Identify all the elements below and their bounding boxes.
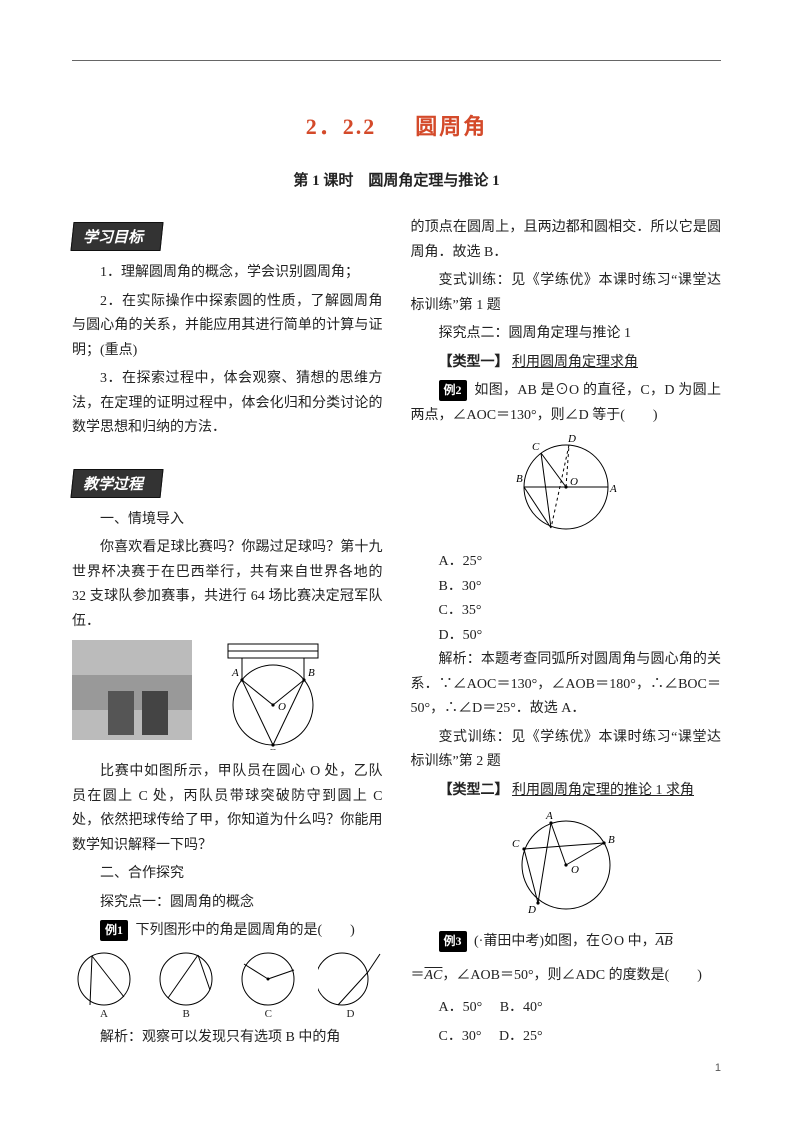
explore-1: 探究点一：圆周角的概念 <box>72 891 383 916</box>
example-3: 例3 (·莆田中考)如图，在⊙O 中，AB <box>411 930 722 955</box>
svg-text:O: O <box>570 476 578 488</box>
svg-text:D: D <box>567 433 576 445</box>
svg-text:C: C <box>532 441 540 453</box>
opt-2d: D．50° <box>411 624 722 649</box>
svg-text:D: D <box>527 904 536 916</box>
opt-3d: D．25° <box>499 1029 543 1044</box>
example-2-label: 例2 <box>439 380 467 401</box>
left-column: 学习目标 1．理解圆周角的概念，学会识别圆周角； 2．在实际操作中探索圆的性质，… <box>72 216 383 1054</box>
goal-1: 1．理解圆周角的概念，学会识别圆周角； <box>72 261 383 286</box>
section-title: 2．2.2 圆周角 <box>72 109 721 141</box>
arc-ab: AB <box>656 934 673 949</box>
option-b-label: B <box>154 1008 218 1020</box>
type-2-label: 【类型二】 <box>439 783 509 798</box>
goal-3: 3．在探索过程中，体会观察、猜想的思维方法，在定理的证明过程中，体会化归和分类讨… <box>72 367 383 441</box>
ex3-eq: ＝ <box>411 968 425 983</box>
type-2-title: 利用圆周角定理的推论 1 求角 <box>512 783 694 798</box>
variant-1: 变式训练：见《学练优》本课时练习“课堂达标训练”第 1 题 <box>411 269 722 318</box>
example-2-figure: O B A C D <box>411 432 722 542</box>
example-3-text-c: ，∠AOB＝50°，则∠ADC 的度数是( ) <box>442 968 702 983</box>
svg-text:A: A <box>609 483 617 495</box>
soccer-photo <box>72 640 192 740</box>
goal-angle-diagram: O A B C <box>198 640 348 750</box>
svg-text:C: C <box>512 838 520 850</box>
process-para-2: 比赛中如图所示，甲队员在圆心 O 处，乙队员在圆上 C 处，丙队员带球突破防守到… <box>72 760 383 858</box>
svg-text:A: A <box>545 810 553 822</box>
process-para-1: 你喜欢看足球比赛吗？你踢过足球吗？第十九世界杯决赛于在巴西举行，共有来自世界各地… <box>72 536 383 634</box>
option-d-label: D <box>318 1008 382 1020</box>
process-heading-2: 二、合作探究 <box>72 862 383 887</box>
page-number: 1 <box>715 1062 721 1074</box>
page: 2．2.2 圆周角 第 1 课时 圆周角定理与推论 1 学习目标 1．理解圆周角… <box>0 0 793 1122</box>
option-c-figure: C <box>236 950 300 1020</box>
example-1-label: 例1 <box>100 920 128 941</box>
section-number: 2．2.2 <box>306 114 377 139</box>
type-1-row: 【类型一】 利用圆周角定理求角 <box>411 351 722 376</box>
example-3-text-a: (·莆田中考)如图，在⊙O 中， <box>474 934 656 949</box>
svg-text:C: C <box>268 747 276 750</box>
banner-process-text: 教学过程 <box>83 473 143 494</box>
option-a-label: A <box>72 1008 136 1020</box>
lesson-subtitle: 第 1 课时 圆周角定理与推论 1 <box>72 169 721 190</box>
example-3-line2: ＝AC，∠AOB＝50°，则∠ADC 的度数是( ) <box>411 959 722 993</box>
option-a-figure: A <box>72 950 136 1020</box>
example-3-options-row1: A．50° B．40° <box>411 996 722 1021</box>
type-2-row: 【类型二】 利用圆周角定理的推论 1 求角 <box>411 779 722 804</box>
banner-process: 教学过程 <box>70 469 163 498</box>
example-2-options: A．25° B．30° C．35° D．50° <box>411 550 722 648</box>
svg-text:B: B <box>608 834 615 846</box>
option-b-figure: B <box>154 950 218 1020</box>
svg-text:A: A <box>231 667 239 679</box>
banner-goals: 学习目标 <box>70 222 163 251</box>
analysis-1-continued: 的顶点在圆周上，且两边都和圆相交．所以它是圆周角．故选 B． <box>411 216 722 265</box>
example-3-label: 例3 <box>439 931 467 952</box>
explore-2: 探究点二：圆周角定理与推论 1 <box>411 322 722 347</box>
opt-2c: C．35° <box>411 599 722 624</box>
svg-text:B: B <box>516 473 523 485</box>
example-1: 例1 下列图形中的角是圆周角的是( ) <box>72 919 383 944</box>
goal-2: 2．在实际操作中探索圆的性质，了解圆周角与圆心角的关系，并能应用其进行简单的计算… <box>72 290 383 364</box>
example-1-text: 下列图形中的角是圆周角的是( ) <box>136 923 355 938</box>
option-c-label: C <box>236 1008 300 1020</box>
soccer-figure-row: O A B C <box>72 640 383 750</box>
two-column-body: 学习目标 1．理解圆周角的概念，学会识别圆周角； 2．在实际操作中探索圆的性质，… <box>72 216 721 1054</box>
example-2: 例2 如图，AB 是⊙O 的直径，C，D 为圆上两点，∠AOC＝130°，则∠D… <box>411 379 722 428</box>
banner-goals-text: 学习目标 <box>83 226 143 247</box>
opt-2b: B．30° <box>411 575 722 600</box>
example-3-figure: O A B C D <box>411 807 722 922</box>
example-3-options-row2: C．30° D．25° <box>411 1025 722 1050</box>
arc-ac: AC <box>425 968 443 983</box>
process-heading-1: 一、情境导入 <box>72 508 383 533</box>
top-rule <box>72 60 721 61</box>
four-circle-options: A B C D <box>72 950 383 1020</box>
right-column: 的顶点在圆周上，且两边都和圆相交．所以它是圆周角．故选 B． 变式训练：见《学练… <box>411 216 722 1054</box>
opt-3a: A．50° <box>439 1000 483 1015</box>
type-1-title: 利用圆周角定理求角 <box>512 355 638 370</box>
variant-2: 变式训练：见《学练优》本课时练习“课堂达标训练”第 2 题 <box>411 726 722 775</box>
svg-text:B: B <box>308 667 315 679</box>
opt-3b: B．40° <box>500 1000 543 1015</box>
svg-text:O: O <box>571 864 579 876</box>
option-d-figure: D <box>318 950 382 1020</box>
svg-text:O: O <box>278 701 286 713</box>
analysis-2: 解析：本题考查同弧所对圆周角与圆心角的关系．∵∠AOC＝130°，∠AOB＝18… <box>411 648 722 722</box>
type-1-label: 【类型一】 <box>439 355 509 370</box>
opt-3c: C．30° <box>439 1029 482 1044</box>
analysis-1: 解析：观察可以发现只有选项 B 中的角 <box>72 1026 383 1051</box>
section-name: 圆周角 <box>415 114 487 139</box>
opt-2a: A．25° <box>411 550 722 575</box>
